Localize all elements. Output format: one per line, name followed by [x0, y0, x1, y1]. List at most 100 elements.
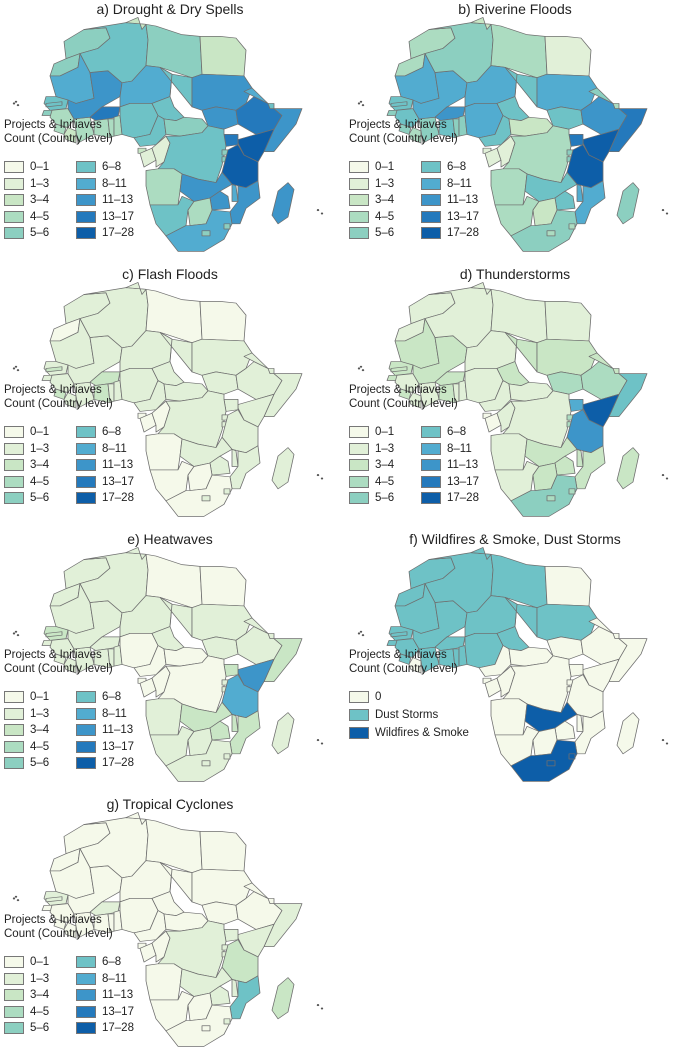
- legend-title: Projects & Initiaves: [349, 384, 447, 396]
- country-mozambique: [229, 180, 261, 225]
- legend: Projects & Initiaves Count (Country level…: [349, 118, 519, 239]
- island-dot: [357, 102, 361, 105]
- country-drc: [502, 655, 572, 713]
- island-dot: [361, 104, 365, 107]
- panel-title: f) Wildfires & Smoke, Dust Storms: [409, 531, 621, 547]
- country-malawi: [576, 713, 584, 732]
- country-liberia: [408, 392, 422, 409]
- legend-swatch: [4, 956, 24, 968]
- country-lesotho: [201, 230, 211, 237]
- legend-item: 5–6: [4, 226, 49, 240]
- legend-label: 1–3: [30, 442, 50, 455]
- legend-label: 6–8: [447, 161, 467, 173]
- country-southafrica: [510, 209, 578, 252]
- legend-item: 17–28: [76, 756, 134, 770]
- country-burkina: [434, 106, 466, 121]
- choropleth-map: [357, 17, 669, 252]
- legend-swatch: [76, 475, 96, 488]
- legend-swatch: [421, 492, 441, 504]
- country-kenya: [237, 658, 275, 693]
- island-dot: [316, 474, 320, 477]
- country-eswatini: [568, 488, 576, 495]
- legend-label: 11–13: [102, 989, 134, 1001]
- legend-label: 6–8: [102, 956, 122, 968]
- legend-item: Wildfires & Smoke: [349, 726, 469, 740]
- legend-swatch: [76, 757, 96, 769]
- country-zambia: [179, 966, 233, 997]
- legend-subtitle: Count (Country level): [349, 133, 458, 145]
- legend-item: 11–13: [76, 458, 133, 472]
- legend-swatch: [421, 177, 441, 190]
- country-gambia: [45, 366, 63, 373]
- legend-swatch: [421, 227, 441, 239]
- island-dot: [16, 899, 20, 902]
- legend-subtitle: Count (Country level): [4, 663, 113, 675]
- map-panel-d: d) Thunderstorms Projects & Initiaves Coun…: [345, 265, 685, 527]
- legend-label: 1–3: [30, 707, 50, 720]
- legend-swatch: [349, 709, 369, 721]
- legend-label: 3–4: [375, 459, 395, 471]
- country-southafrica: [165, 1004, 233, 1047]
- country-kenya: [582, 128, 620, 163]
- legend-swatch: [76, 426, 96, 438]
- legend-label: 8–11: [447, 442, 472, 455]
- legend-item: 8–11: [421, 442, 472, 456]
- country-tunisia: [470, 282, 492, 295]
- legend-swatch: [349, 475, 369, 488]
- country-gambia: [45, 896, 63, 903]
- legend-item: 4–5: [349, 210, 394, 224]
- country-southafrica: [165, 739, 233, 782]
- legend-item: 17–28: [421, 226, 479, 240]
- country-somalia: [608, 638, 648, 682]
- legend-item: 17–28: [76, 1021, 134, 1035]
- legend-swatch: [349, 210, 369, 223]
- legend-swatch: [76, 1022, 96, 1034]
- country-drc: [157, 390, 227, 448]
- legend-item: 11–13: [76, 723, 133, 737]
- legend-subtitle: Count (Country level): [4, 928, 113, 940]
- legend-swatch: [349, 227, 369, 239]
- legend-label: 6–8: [102, 691, 122, 703]
- island-dot: [320, 477, 324, 480]
- legend-item: 5–6: [4, 1021, 49, 1035]
- legend-label: 5–6: [30, 757, 50, 769]
- country-southafrica: [510, 739, 578, 782]
- legend-swatch: [76, 210, 96, 223]
- country-madagascar: [271, 977, 295, 1020]
- legend-item: 11–13: [76, 193, 133, 207]
- legend-swatch: [76, 989, 96, 1001]
- country-tunisia: [125, 17, 147, 30]
- country-drc: [157, 655, 227, 713]
- country-angola: [145, 963, 183, 1001]
- island-dot: [361, 634, 365, 637]
- map-panel-b: b) Riverine Floods Projects & Initiaves Co…: [345, 0, 685, 262]
- country-mozambique: [574, 180, 606, 225]
- legend-label: 0–1: [30, 691, 50, 703]
- panel-title: a) Drought & Dry Spells: [96, 1, 244, 17]
- country-somalia: [263, 373, 303, 417]
- country-angola: [145, 168, 183, 206]
- legend-label: 13–17: [102, 740, 134, 753]
- legend-label: 13–17: [447, 210, 479, 223]
- legend-label: 17–28: [102, 492, 134, 504]
- country-liberia: [63, 392, 77, 409]
- legend-item: 8–11: [76, 177, 127, 191]
- island-dot: [357, 367, 361, 370]
- legend-label: 17–28: [447, 227, 479, 239]
- island-dot: [665, 212, 669, 215]
- legend-label: 4–5: [30, 740, 50, 753]
- country-tunisia: [125, 547, 147, 560]
- legend-swatch: [76, 177, 96, 190]
- country-burkina: [89, 901, 121, 916]
- legend-label: 0–1: [375, 426, 395, 438]
- country-eswatini: [223, 1018, 231, 1025]
- legend-swatch: [4, 161, 24, 173]
- legend-swatch: [4, 227, 24, 239]
- country-malawi: [231, 183, 239, 202]
- island-dot: [16, 634, 20, 637]
- legend: Projects & Initiaves Count (Country level…: [4, 648, 174, 769]
- legend-swatch: [349, 691, 369, 703]
- island-dot: [316, 739, 320, 742]
- legend-swatch: [4, 194, 24, 206]
- legend-item: 4–5: [4, 210, 49, 224]
